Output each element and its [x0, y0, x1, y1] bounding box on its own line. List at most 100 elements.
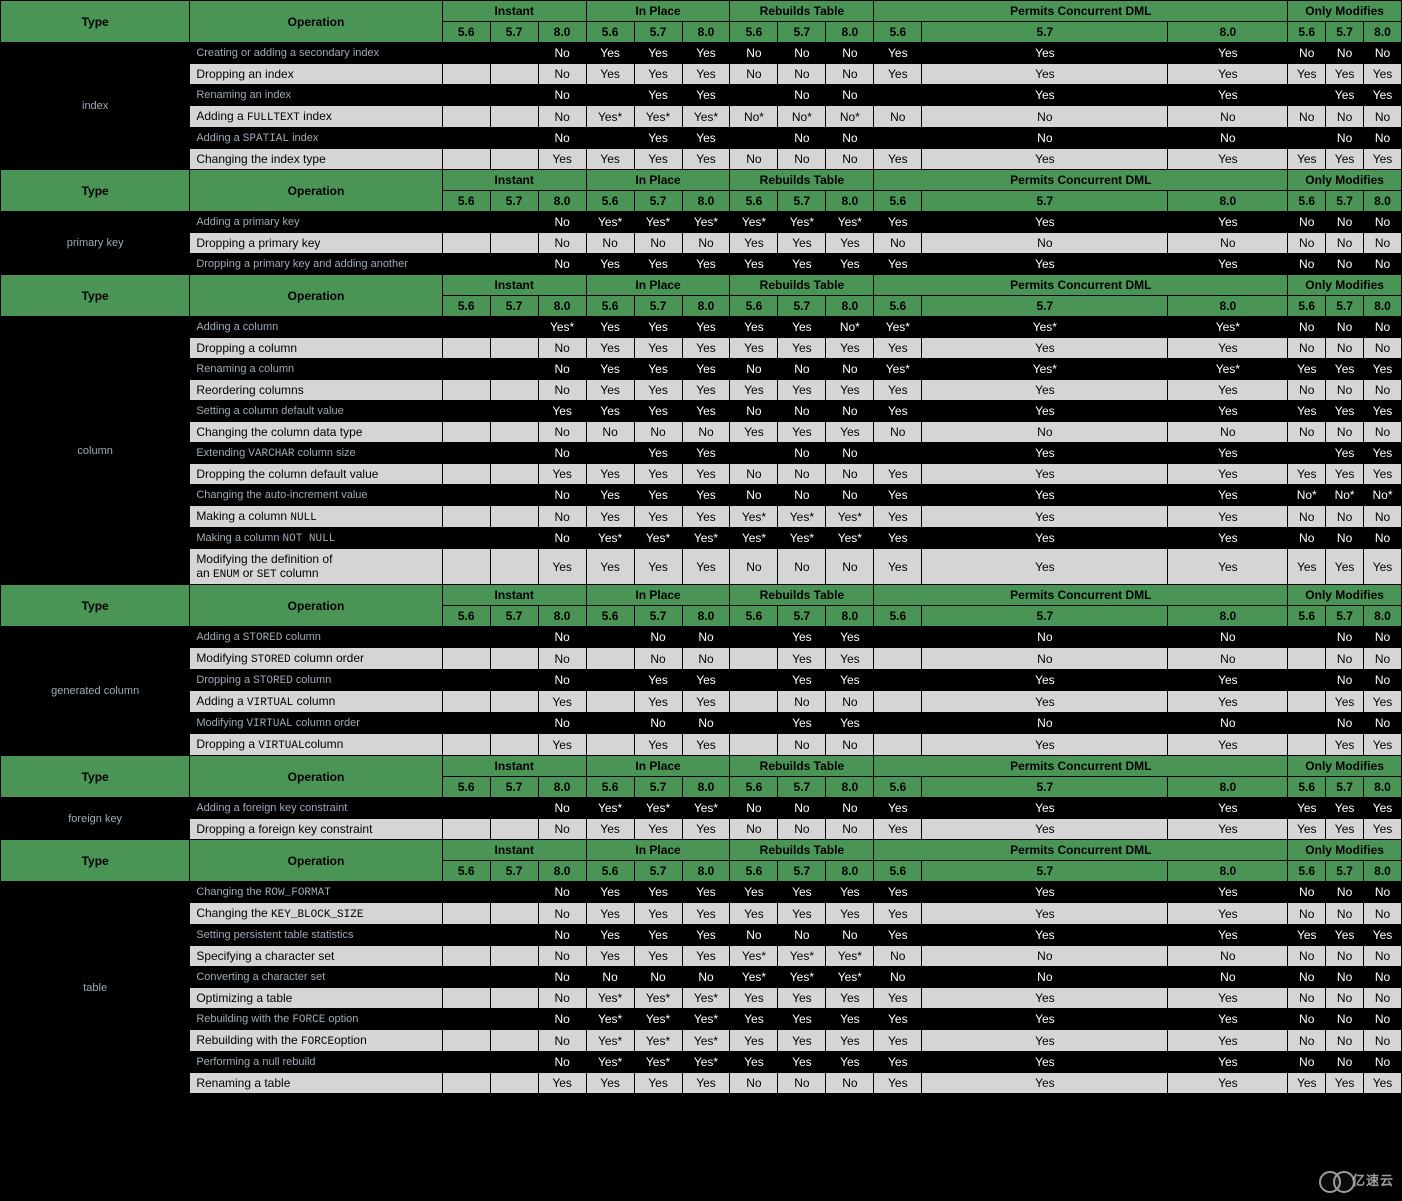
header-cell: 5.7	[778, 861, 826, 882]
value-cell	[490, 338, 538, 359]
value-cell	[490, 128, 538, 149]
operation-cell: Dropping an index	[190, 64, 442, 85]
header-cell: 5.7	[922, 861, 1168, 882]
value-cell: Yes	[1288, 359, 1326, 380]
value-cell: Yes	[922, 798, 1168, 819]
value-cell: Yes	[874, 988, 922, 1009]
value-cell: No*	[1326, 485, 1364, 506]
value-cell: Yes	[1326, 85, 1364, 106]
value-cell: No	[1326, 988, 1364, 1009]
header-cell: 5.7	[634, 296, 682, 317]
value-cell: Yes	[730, 882, 778, 903]
value-cell: Yes	[730, 903, 778, 925]
value-cell: Yes	[826, 988, 874, 1009]
value-cell: Yes	[682, 338, 730, 359]
operation-cell: Optimizing a table	[190, 988, 442, 1009]
value-cell: Yes	[634, 380, 682, 401]
operation-cell: Dropping a foreign key constraint	[190, 819, 442, 840]
value-cell: No	[826, 819, 874, 840]
header-cell: Only Modifies	[1288, 585, 1402, 606]
header-cell: 5.6	[874, 191, 922, 212]
value-cell: No	[922, 713, 1168, 734]
value-cell: Yes	[874, 903, 922, 925]
value-cell: Yes	[826, 1009, 874, 1030]
value-cell: No	[874, 967, 922, 988]
value-cell: Yes	[922, 670, 1168, 691]
value-cell	[730, 85, 778, 106]
value-cell: No	[1288, 988, 1326, 1009]
header-cell: In Place	[586, 170, 730, 191]
header-cell: 5.7	[490, 22, 538, 43]
operation-cell: Performing a null rebuild	[190, 1052, 442, 1073]
value-cell: Yes	[1326, 549, 1364, 585]
value-cell: No	[778, 485, 826, 506]
header-cell: 5.7	[922, 191, 1168, 212]
value-cell: No	[538, 798, 586, 819]
value-cell: No	[538, 128, 586, 149]
value-cell: No	[826, 691, 874, 713]
value-cell: Yes	[586, 506, 634, 528]
value-cell	[490, 233, 538, 254]
value-cell: No	[826, 798, 874, 819]
value-cell: No	[778, 798, 826, 819]
value-cell: Yes	[778, 317, 826, 338]
value-cell: No	[730, 64, 778, 85]
value-cell: Yes	[1364, 819, 1402, 840]
value-cell: Yes	[826, 670, 874, 691]
value-cell: Yes	[1168, 149, 1288, 170]
value-cell: Yes	[874, 819, 922, 840]
value-cell: Yes	[730, 422, 778, 443]
header-cell: 5.7	[490, 861, 538, 882]
value-cell: Yes	[1168, 882, 1288, 903]
value-cell: Yes	[1364, 149, 1402, 170]
value-cell	[874, 85, 922, 106]
value-cell: No	[538, 254, 586, 275]
value-cell: Yes	[1326, 443, 1364, 464]
value-cell	[490, 464, 538, 485]
value-cell: No	[1288, 317, 1326, 338]
value-cell: Yes*	[778, 212, 826, 233]
value-cell: Yes	[1326, 691, 1364, 713]
value-cell: Yes	[922, 464, 1168, 485]
value-cell: Yes	[730, 988, 778, 1009]
value-cell: No	[874, 233, 922, 254]
value-cell: No	[538, 670, 586, 691]
value-cell: No	[1364, 670, 1402, 691]
value-cell: No	[1326, 882, 1364, 903]
value-cell: No*	[778, 106, 826, 128]
value-cell: No	[730, 819, 778, 840]
value-cell: Yes	[634, 464, 682, 485]
value-cell: Yes	[682, 691, 730, 713]
header-cell: 5.7	[778, 606, 826, 627]
value-cell: Yes*	[826, 212, 874, 233]
value-cell: Yes	[1288, 549, 1326, 585]
header-cell: 5.6	[874, 296, 922, 317]
value-cell: Yes	[1168, 1052, 1288, 1073]
header-cell: In Place	[586, 275, 730, 296]
value-cell: No	[1326, 43, 1364, 64]
value-cell: Yes	[778, 422, 826, 443]
value-cell: Yes	[922, 528, 1168, 549]
value-cell: Yes	[634, 882, 682, 903]
header-cell: 8.0	[682, 777, 730, 798]
value-cell	[442, 549, 490, 585]
value-cell: No*	[1364, 485, 1402, 506]
value-cell: No	[730, 798, 778, 819]
value-cell: Yes	[634, 506, 682, 528]
value-cell: No	[874, 106, 922, 128]
value-cell	[586, 734, 634, 756]
value-cell	[490, 946, 538, 967]
header-cell: 5.7	[490, 296, 538, 317]
value-cell	[490, 422, 538, 443]
value-cell: Yes	[922, 380, 1168, 401]
value-cell: No	[826, 549, 874, 585]
value-cell: No*	[826, 317, 874, 338]
value-cell: No	[538, 85, 586, 106]
value-cell: No	[538, 380, 586, 401]
value-cell: Yes	[874, 549, 922, 585]
header-cell: 8.0	[1364, 191, 1402, 212]
value-cell: Yes	[586, 359, 634, 380]
value-cell: Yes*	[634, 212, 682, 233]
value-cell	[442, 648, 490, 670]
value-cell: Yes*	[586, 798, 634, 819]
